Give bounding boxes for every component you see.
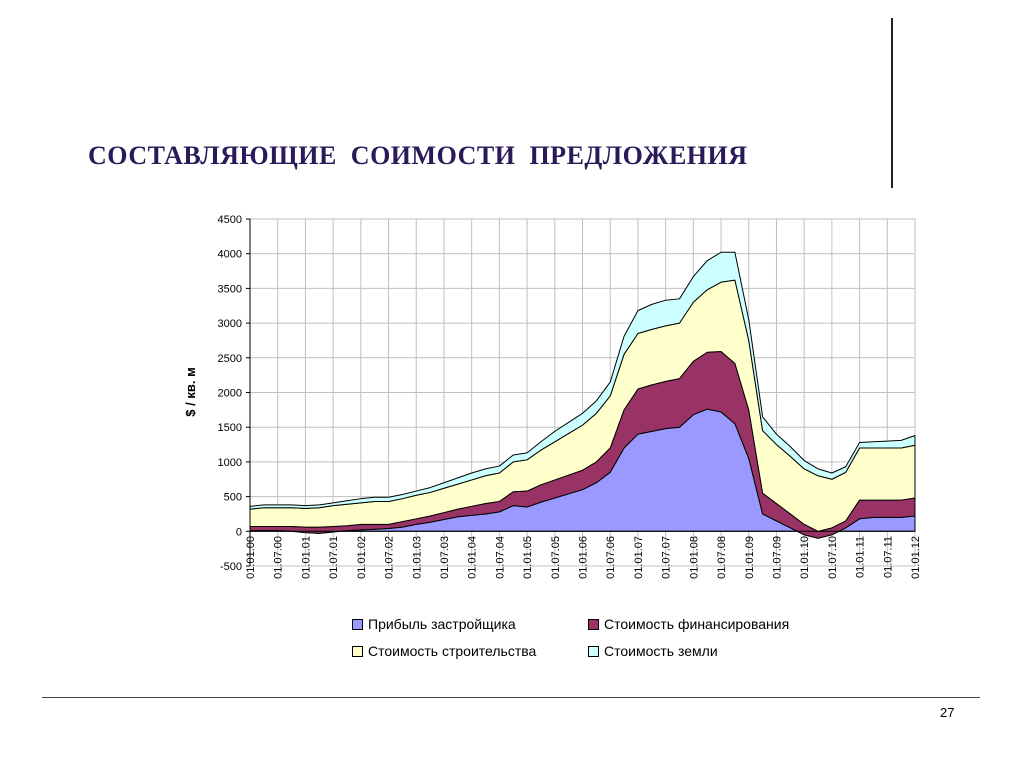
slide-title: СОСТАВЛЯЮЩИЕ СОИМОСТИ ПРЕДЛОЖЕНИЯ [88, 141, 748, 170]
legend-swatch [352, 618, 363, 630]
x-tick-label: 01.01.03 [411, 536, 423, 579]
x-tick-label: 01.07.07 [661, 536, 673, 579]
x-tick-label: 01.01.10 [799, 536, 811, 579]
x-tick-label: 01.07.10 [827, 536, 839, 579]
footer-divider [42, 697, 980, 698]
area-series-3 [249, 251, 916, 510]
y-tick-label: 3000 [218, 318, 242, 330]
legend-label: Стоимость строительства [368, 643, 537, 659]
x-tick-label: 01.01.04 [467, 536, 479, 579]
x-tick-label: 01.01.11 [855, 536, 867, 578]
x-tick-label: 01.07.04 [494, 536, 506, 579]
x-tick-label: 01.07.06 [605, 536, 617, 579]
y-tick-label: 3500 [218, 283, 242, 295]
y-tick-label: 500 [224, 492, 242, 504]
legend-label: Стоимость финансирования [604, 616, 790, 632]
x-tick-label: 01.01.09 [744, 536, 756, 579]
x-tick-label: 01.01.05 [522, 536, 534, 579]
x-tick-label: 01.01.08 [688, 536, 700, 579]
y-tick-label: 0 [236, 526, 242, 538]
x-tick-label: 01.01.06 [578, 536, 590, 579]
x-tick-label: 01.07.01 [328, 536, 340, 579]
legend-swatch [352, 645, 363, 657]
x-tick-label: 01.07.11 [882, 536, 894, 578]
legend-item-financing-cost: Стоимость финансирования [588, 616, 789, 632]
chart-axes: -500 0 500 1000 1500 2000 2500 3000 3500 4000 4500… [218, 214, 922, 579]
legend-swatch [588, 645, 599, 657]
vertical-divider [891, 18, 893, 188]
x-tick-label: 01.07.00 [273, 536, 285, 579]
legend-item-construction-cost: Стоимость строительства [352, 643, 536, 659]
legend-item-developer-profit: Прибыль застройщика [352, 616, 516, 632]
x-tick-label: 01.07.09 [771, 536, 783, 579]
y-tick-label: 4500 [218, 214, 242, 226]
x-tick-label: 01.07.08 [716, 536, 728, 579]
legend-label: Стоимость земли [604, 643, 718, 659]
legend-item-land-cost: Стоимость земли [588, 643, 718, 659]
x-tick-label: 01.07.05 [550, 536, 562, 579]
x-tick-label: 01.07.02 [384, 536, 396, 579]
y-tick-label: -500 [220, 561, 242, 573]
y-tick-label: 2000 [218, 388, 242, 400]
legend-label: Прибыль застройщика [368, 616, 516, 632]
x-tick-label: 01.01.01 [300, 536, 312, 579]
y-tick-label: 1000 [218, 457, 242, 469]
y-tick-label: 2500 [218, 353, 242, 365]
x-tick-label: 01.01.07 [633, 536, 645, 579]
y-tick-label: 4000 [218, 249, 242, 261]
page-number: 27 [940, 705, 955, 720]
y-axis-label: $ / кв. м [183, 367, 198, 416]
x-tick-label: 01.01.12 [910, 536, 922, 579]
legend-swatch [588, 618, 599, 630]
x-tick-label: 01.01.00 [245, 536, 257, 579]
x-tick-label: 01.07.03 [439, 536, 451, 579]
y-tick-label: 1500 [218, 422, 242, 434]
x-tick-label: 01.01.02 [356, 536, 368, 579]
